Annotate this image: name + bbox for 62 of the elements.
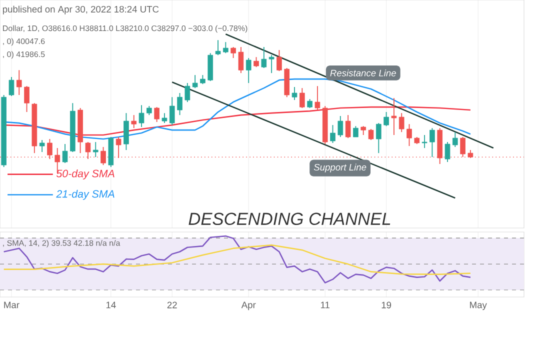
text: published on Apr 30, 2022 18:24 UTC (2, 6, 159, 14)
annotation: , 0) 40047.6 (3, 38, 45, 46)
candlestick (215, 40, 221, 56)
candlestick (422, 134, 428, 148)
x-tick-label: Apr (241, 302, 256, 310)
candlestick (162, 112, 168, 124)
x-tick-label: 22 (167, 302, 177, 308)
candlestick (268, 54, 274, 74)
candlestick (430, 128, 435, 158)
candlestick (124, 112, 129, 150)
candlestick (92, 142, 98, 158)
annotation: , 0) 41986.5 (3, 51, 45, 59)
candlestick (314, 86, 320, 110)
annotation: , SMA, 14, 2) 39.53 42.18 n/a n/a (3, 240, 120, 248)
candlestick (200, 74, 206, 85)
candlestick (169, 96, 175, 126)
text: DESCENDING CHANNEL (188, 212, 390, 226)
candlestick (138, 104, 144, 128)
candlestick (300, 88, 305, 108)
candlestick (444, 142, 450, 162)
candlestick (8, 76, 14, 97)
candlestick (391, 98, 397, 136)
x-tick-label: 14 (106, 302, 116, 308)
candlestick (192, 74, 198, 89)
candlestick (230, 46, 236, 58)
x-tick-label: 19 (382, 302, 392, 308)
candlestick (146, 106, 152, 116)
candlestick (184, 82, 190, 102)
candlestick (406, 124, 412, 147)
x-tick-label: 11 (320, 302, 330, 308)
candlestick (246, 58, 252, 84)
candlestick (24, 86, 30, 112)
candlestick (254, 56, 259, 68)
candlestick (62, 144, 68, 164)
candlestick (398, 112, 404, 133)
text: Dollar, 1D, O38616.0 H38811.0 L38210.0 C38297.0 −303.0 (−0.78%) (3, 25, 248, 33)
candlestick (223, 42, 228, 54)
candlestick (261, 46, 267, 68)
candlestick (238, 46, 244, 74)
candlestick (452, 132, 458, 148)
candlestick (131, 114, 137, 129)
candlestick (177, 92, 182, 116)
candlestick (368, 128, 374, 141)
x-tick-label: May (470, 302, 487, 310)
candlestick (276, 50, 282, 72)
legend-label: 21-day SMA (56, 190, 114, 200)
legend-label: 50-day SMA (56, 169, 114, 180)
candlestick (338, 116, 344, 138)
annotation: Resistance Line (330, 70, 396, 76)
annotation: Support Line (314, 164, 366, 172)
x-tick-label: Mar (4, 302, 20, 308)
candlestick (154, 106, 160, 122)
candlestick (460, 136, 466, 158)
candlestick (376, 122, 382, 154)
candlestick (345, 114, 351, 139)
candlestick (16, 70, 22, 96)
candlestick (384, 112, 389, 127)
candlestick (353, 126, 358, 138)
candlestick (292, 86, 298, 101)
candlestick (330, 124, 336, 144)
candlestick (116, 136, 122, 158)
candlestick (39, 140, 45, 152)
